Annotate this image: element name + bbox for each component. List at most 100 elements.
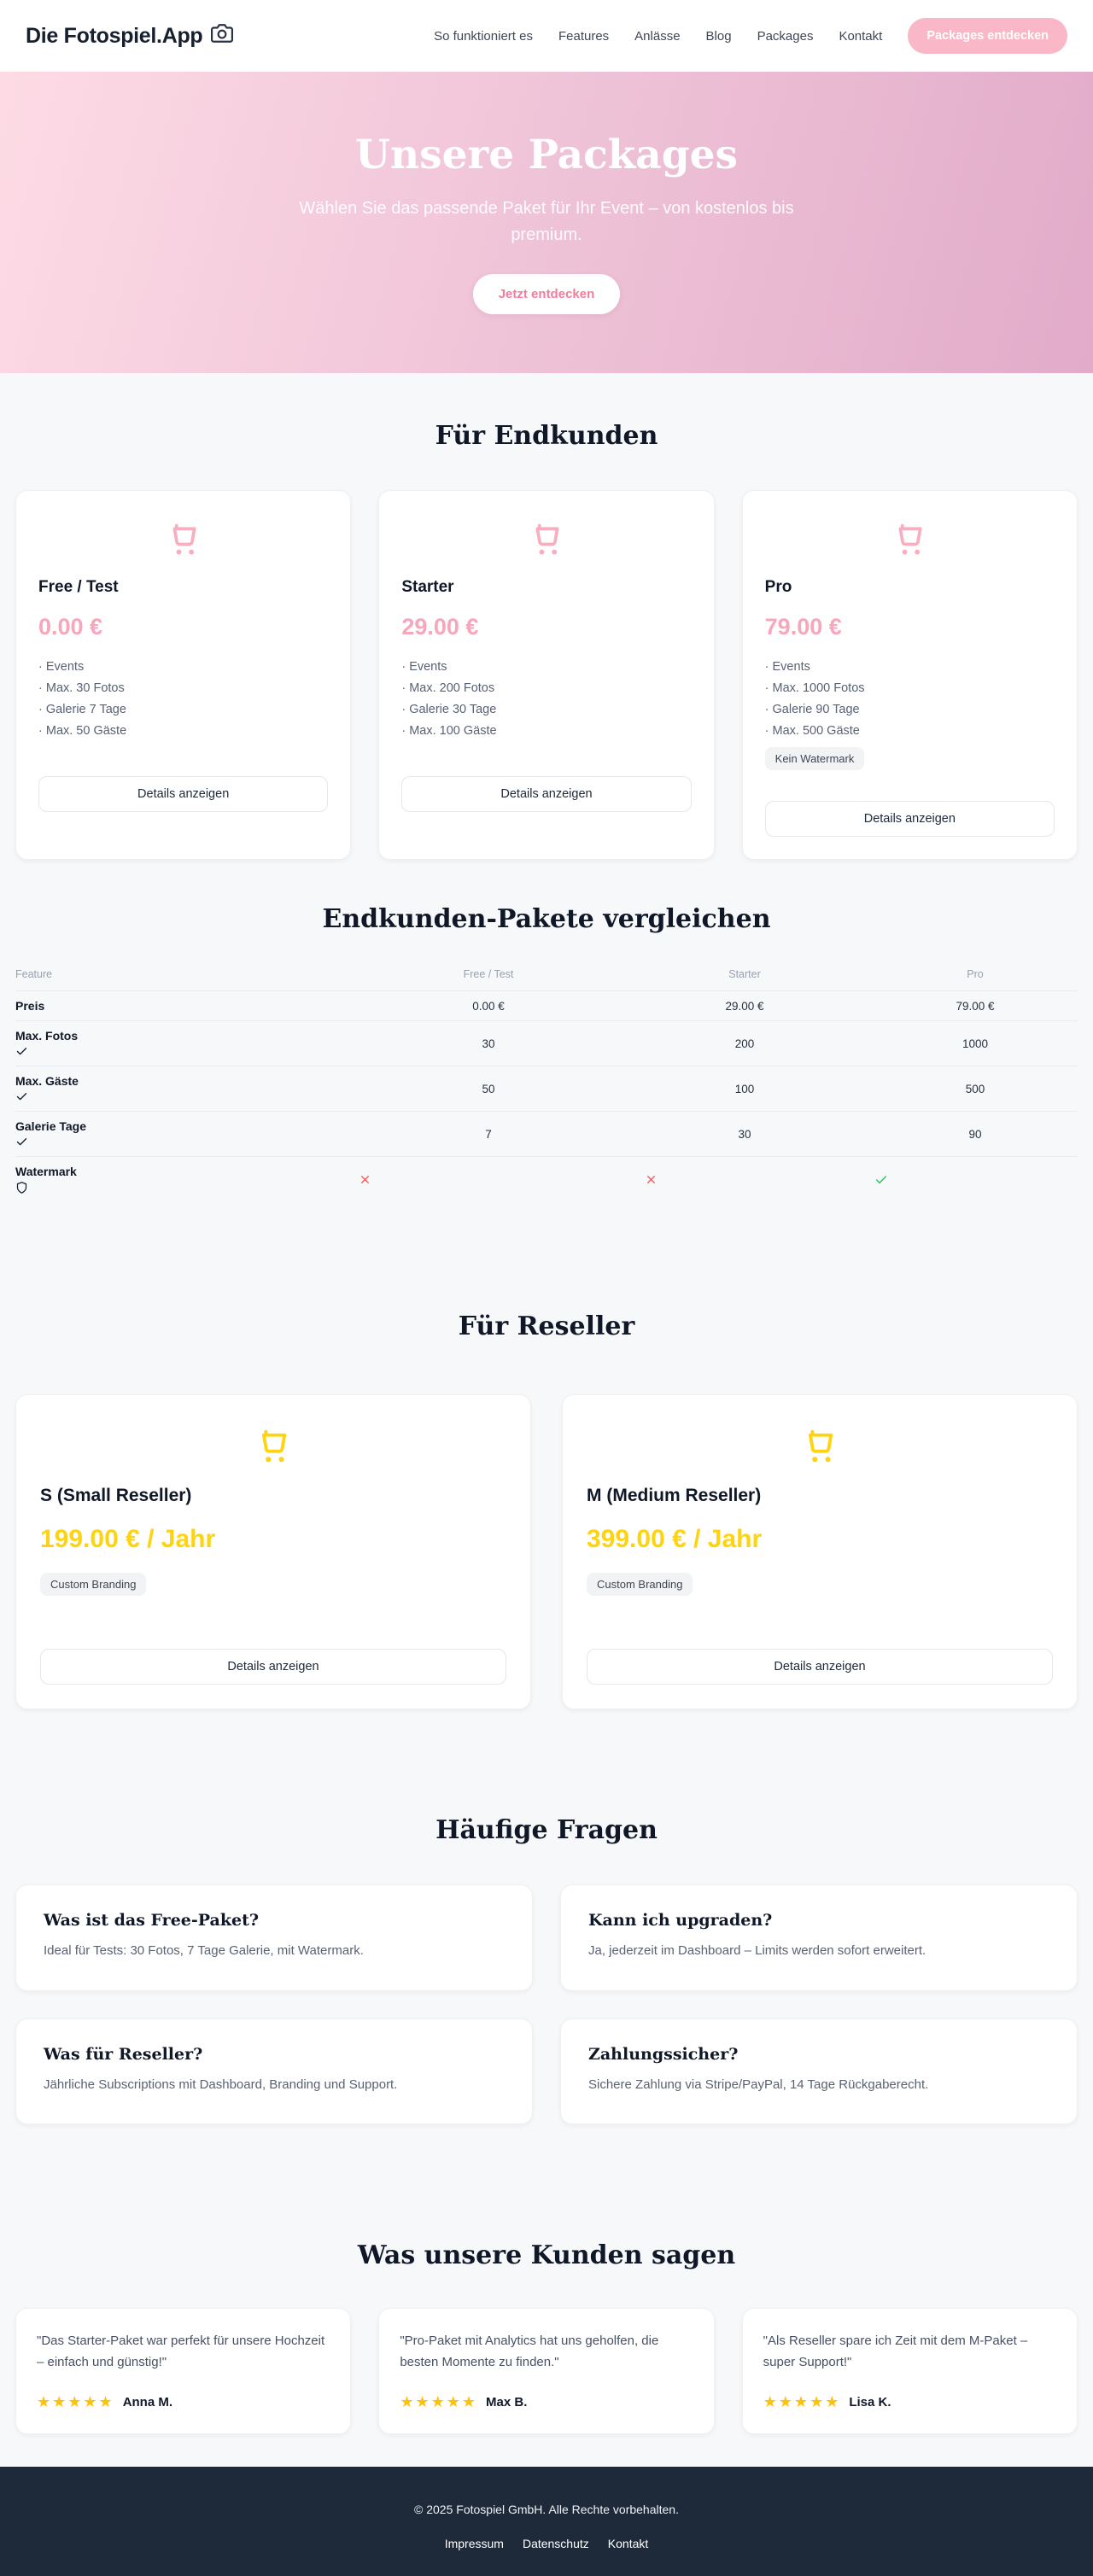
copyright-text: © 2025 Fotospiel GmbH. Alle Rechte vorbe… <box>414 2503 679 2516</box>
footer-link-impressum[interactable]: Impressum <box>444 2537 504 2550</box>
testimonial-quote: "Als Reseller spare ich Zeit mit dem M-P… <box>763 2334 1028 2369</box>
feature-item: Events <box>765 660 1055 674</box>
row-label: Preis <box>15 999 45 1013</box>
faq-heading: Häufige Fragen <box>435 1815 658 1845</box>
faq-question: Was für Reseller? <box>44 2044 203 2064</box>
card-title: S (Small Reseller) <box>40 1486 192 1505</box>
shopping-cart-icon <box>800 1426 839 1465</box>
cross-icon <box>645 1173 658 1186</box>
cell-value: 90 <box>968 1127 982 1141</box>
table-row-max-gaeste: Max. Gäste 50 100 500 <box>15 1066 1078 1112</box>
reseller-heading: Für Reseller <box>458 1311 635 1341</box>
testimonial-card: "Das Starter-Paket war perfekt für unser… <box>15 2308 352 2434</box>
testimonial-name: Lisa K. <box>849 2394 891 2410</box>
faq-card: Zahlungssicher? Sichere Zahlung via Stri… <box>560 2018 1078 2124</box>
star-rating-icon: ★★★★★ <box>400 2393 478 2410</box>
cell-value: 79.00 € <box>956 999 995 1013</box>
details-anzeigen-button[interactable]: Details anzeigen <box>764 801 1055 837</box>
packages-entdecken-button[interactable]: Packages entdecken <box>908 18 1067 54</box>
column-header-free: Free / Test <box>463 968 514 980</box>
cell-value: 500 <box>965 1082 985 1095</box>
faq-card: Was für Reseller? Jährliche Subscription… <box>15 2018 533 2124</box>
star-rating-icon: ★★★★★ <box>763 2393 841 2410</box>
testimonial-name: Max B. <box>486 2394 528 2410</box>
endkunden-heading: Für Endkunden <box>435 421 658 451</box>
compare-table: Feature Free / Test Starter Pro Preis 0.… <box>15 956 1078 1202</box>
feature-item: Events <box>38 660 328 674</box>
card-price: 29.00 € <box>401 614 479 640</box>
footer-link-datenschutz[interactable]: Datenschutz <box>522 2537 589 2550</box>
faq-question: Was ist das Free-Paket? <box>44 1911 260 1930</box>
check-icon <box>15 1045 360 1058</box>
testimonials-heading: Was unsere Kunden sagen <box>357 2240 736 2270</box>
footer-link-kontakt[interactable]: Kontakt <box>607 2537 649 2550</box>
feature-item: Max. 50 Gäste <box>38 724 328 738</box>
feature-item: Max. 500 Gäste <box>765 724 1055 738</box>
row-label: Max. Gäste <box>15 1074 79 1088</box>
nav-item-blog[interactable]: Blog <box>705 28 732 44</box>
faq-grid: Was ist das Free-Paket? Ideal für Tests:… <box>15 1884 1078 2124</box>
card-price: 199.00 € / Jahr <box>40 1525 216 1553</box>
shield-icon <box>15 1181 360 1195</box>
cell-value: 29.00 € <box>725 999 764 1013</box>
cell-mark <box>360 1173 617 1186</box>
check-icon <box>15 1136 360 1148</box>
column-header-starter: Starter <box>728 968 761 980</box>
cell-value: 200 <box>734 1037 755 1050</box>
faq-question: Kann ich upgraden? <box>588 1911 773 1930</box>
nav-item-anlaesse[interactable]: Anlässe <box>634 28 681 44</box>
check-icon <box>874 1173 888 1187</box>
testimonial-card: "Pro-Paket mit Analytics hat uns geholfe… <box>378 2308 715 2434</box>
details-anzeigen-button[interactable]: Details anzeigen <box>40 1649 506 1685</box>
custom-branding-badge: Custom Branding <box>40 1573 147 1596</box>
nav-item-packages[interactable]: Packages <box>757 28 814 44</box>
nav-item-so-funktioniert-es[interactable]: So funktioniert es <box>434 28 533 44</box>
column-header-feature: Feature <box>15 968 53 980</box>
details-anzeigen-button[interactable]: Details anzeigen <box>587 1649 1053 1685</box>
details-anzeigen-button[interactable]: Details anzeigen <box>38 776 329 812</box>
kein-watermark-badge: Kein Watermark <box>764 747 865 770</box>
cell-mark <box>873 1173 1078 1187</box>
nav-item-features[interactable]: Features <box>558 28 610 44</box>
testimonial-quote: "Pro-Paket mit Analytics hat uns geholfe… <box>400 2334 659 2369</box>
faq-answer: Ideal für Tests: 30 Fotos, 7 Tage Galeri… <box>44 1943 364 1958</box>
logo-text: Die Fotospiel.App <box>26 23 203 48</box>
cell-value: 50 <box>482 1082 495 1095</box>
card-price: 0.00 € <box>38 614 103 640</box>
testimonial-card-grid: "Das Starter-Paket war perfekt für unser… <box>15 2308 1078 2434</box>
faq-card: Kann ich upgraden? Ja, jederzeit im Dash… <box>560 1884 1078 1991</box>
reseller-card-s: S (Small Reseller) 199.00 € / Jahr Custo… <box>15 1394 531 1709</box>
cell-value: 30 <box>482 1037 495 1050</box>
reseller-section: Für Reseller S (Small Reseller) 199.00 €… <box>0 1202 1093 1709</box>
details-anzeigen-button[interactable]: Details anzeigen <box>401 776 692 812</box>
faq-card: Was ist das Free-Paket? Ideal für Tests:… <box>15 1884 533 1991</box>
package-card-free: Free / Test 0.00 € Events Max. 30 Fotos … <box>15 490 352 860</box>
testimonial-quote: "Das Starter-Paket war perfekt für unser… <box>37 2334 325 2369</box>
footer: © 2025 Fotospiel GmbH. Alle Rechte vorbe… <box>0 2467 1093 2576</box>
hero-title: Unsere Packages <box>355 131 738 178</box>
testimonials-section: Was unsere Kunden sagen "Das Starter-Pak… <box>0 2124 1093 2434</box>
card-price: 399.00 € / Jahr <box>587 1525 763 1553</box>
jetzt-entdecken-button[interactable]: Jetzt entdecken <box>472 273 621 314</box>
faq-section: Häufige Fragen Was ist das Free-Paket? I… <box>0 1709 1093 2124</box>
card-title: Starter <box>401 578 454 596</box>
compare-section: Endkunden-Pakete vergleichen Feature Fre… <box>0 860 1093 1202</box>
cross-icon <box>359 1173 371 1186</box>
shopping-cart-icon <box>254 1426 293 1465</box>
feature-list: Events Max. 200 Fotos Galerie 30 Tage Ma… <box>401 652 691 745</box>
nav-item-kontakt[interactable]: Kontakt <box>839 28 883 44</box>
package-card-pro: Pro 79.00 € Events Max. 1000 Fotos Galer… <box>741 490 1078 860</box>
cell-value: 1000 <box>961 1037 989 1050</box>
row-label: Galerie Tage <box>15 1119 87 1133</box>
endkunden-card-grid: Free / Test 0.00 € Events Max. 30 Fotos … <box>15 490 1078 860</box>
hero-section: Unsere Packages Wählen Sie das passende … <box>0 72 1093 373</box>
camera-icon <box>211 22 234 50</box>
package-card-starter: Starter 29.00 € Events Max. 200 Fotos Ga… <box>378 490 715 860</box>
cell-value: 0.00 € <box>472 999 505 1013</box>
row-label: Watermark <box>15 1165 77 1178</box>
row-label: Max. Fotos <box>15 1029 79 1043</box>
column-header-pro: Pro <box>967 968 984 980</box>
card-price: 79.00 € <box>764 614 842 640</box>
custom-branding-badge: Custom Branding <box>587 1573 693 1596</box>
